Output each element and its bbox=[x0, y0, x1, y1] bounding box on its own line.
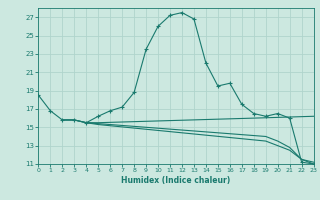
X-axis label: Humidex (Indice chaleur): Humidex (Indice chaleur) bbox=[121, 176, 231, 185]
